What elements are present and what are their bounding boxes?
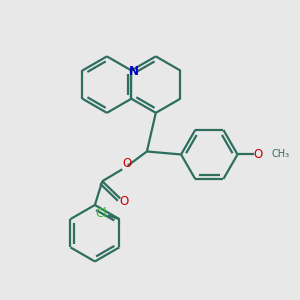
Text: Cl: Cl — [96, 207, 107, 220]
Text: N: N — [129, 64, 139, 78]
Text: O: O — [253, 148, 262, 161]
Text: CH₃: CH₃ — [271, 149, 289, 160]
Text: O: O — [119, 195, 128, 208]
Text: O: O — [122, 157, 131, 170]
